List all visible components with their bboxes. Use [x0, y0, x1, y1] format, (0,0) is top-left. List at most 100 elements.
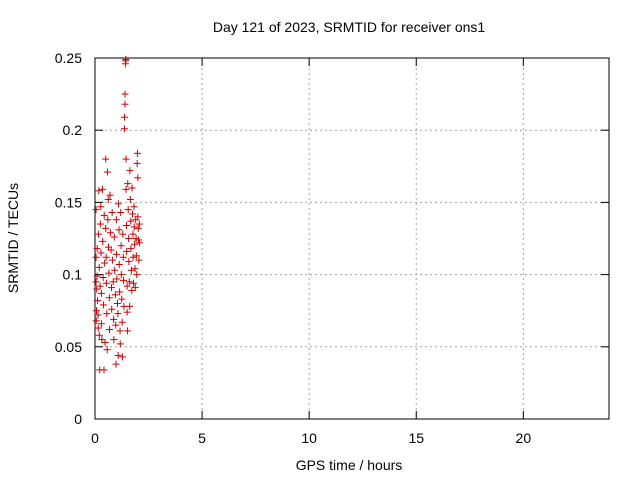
data-point [94, 297, 102, 305]
x-tick-label: 20 [516, 430, 532, 446]
data-point [115, 200, 123, 208]
data-point [125, 235, 133, 242]
y-axis-label: SRMTID / TECUs [5, 183, 21, 293]
y-tick-label: 0.2 [63, 122, 83, 138]
data-point [135, 220, 143, 228]
data-point [135, 256, 143, 264]
y-tick-label: 0 [74, 411, 82, 427]
data-points [92, 55, 144, 374]
data-point [99, 273, 107, 281]
data-point [120, 125, 128, 133]
data-point [94, 230, 102, 238]
chart-title: Day 121 of 2023, SRMTID for receiver ons… [213, 19, 486, 35]
data-point [130, 279, 138, 287]
data-point [100, 301, 108, 309]
data-point [123, 247, 131, 255]
data-point [112, 250, 120, 258]
data-point [118, 353, 126, 361]
data-point [126, 302, 134, 310]
data-point [93, 272, 101, 280]
plot-area-frame [94, 57, 610, 420]
data-point [97, 289, 105, 297]
data-point [102, 155, 110, 163]
data-point [109, 256, 117, 264]
data-point [128, 286, 136, 294]
data-point [124, 327, 132, 335]
data-point [121, 90, 129, 98]
data-point [110, 233, 118, 241]
data-point [114, 310, 122, 318]
data-point [123, 282, 131, 290]
x-tick-label: 10 [301, 430, 317, 446]
data-point [134, 236, 142, 244]
data-point [118, 295, 126, 303]
data-point [128, 210, 136, 218]
data-point [104, 216, 112, 224]
data-point [108, 209, 116, 217]
data-point [95, 331, 103, 339]
data-point [102, 224, 110, 232]
data-point [97, 320, 105, 328]
data-point [101, 338, 109, 346]
y-tick-label: 0.05 [55, 339, 82, 355]
data-point [94, 324, 102, 332]
data-point [114, 351, 122, 359]
data-point [125, 278, 133, 286]
data-point [112, 321, 120, 329]
data-point [127, 266, 135, 274]
axis-ticks: 0 0.05 0.1 0.15 0.2 0.25 0 5 10 15 20 [55, 50, 609, 446]
data-point [97, 203, 105, 211]
y-tick-label: 0.25 [55, 50, 82, 66]
data-point [124, 206, 132, 214]
data-point [106, 229, 114, 237]
data-point [113, 275, 121, 283]
x-axis-label: GPS time / hours [296, 457, 403, 473]
data-point [101, 259, 109, 267]
data-point [92, 307, 100, 315]
data-point [117, 242, 125, 250]
data-point [115, 226, 123, 234]
data-point [92, 253, 100, 261]
data-point [110, 336, 118, 344]
data-point [100, 366, 108, 374]
data-point [93, 285, 101, 293]
data-point [98, 185, 106, 193]
data-point [130, 203, 138, 211]
data-point [96, 282, 104, 290]
data-point [103, 346, 111, 354]
data-point [103, 310, 111, 318]
data-point [122, 222, 130, 230]
data-point [133, 159, 141, 167]
data-point [129, 230, 137, 238]
data-point [105, 294, 113, 302]
data-point [111, 266, 119, 274]
data-point [94, 311, 102, 319]
data-point [130, 223, 138, 231]
y-tick-label: 0.15 [55, 194, 82, 210]
data-point [98, 336, 106, 344]
data-point [136, 239, 144, 247]
data-point [119, 230, 127, 238]
x-tick-label: 15 [408, 430, 424, 446]
data-point [131, 240, 139, 248]
data-point [117, 209, 125, 217]
data-point [104, 196, 112, 204]
data-point [107, 284, 115, 292]
data-point [129, 253, 137, 261]
data-point [106, 191, 114, 199]
data-point [113, 299, 121, 307]
data-point [122, 185, 130, 193]
data-point [95, 187, 103, 195]
data-point [92, 317, 100, 325]
y-tick-label: 0.1 [63, 267, 83, 283]
data-point [102, 279, 110, 287]
data-point [127, 217, 135, 225]
data-point [126, 167, 134, 175]
data-point [132, 252, 140, 260]
data-point [92, 278, 100, 286]
data-point [133, 271, 141, 279]
data-point [93, 245, 101, 253]
data-point [131, 265, 139, 273]
data-point [111, 291, 119, 299]
